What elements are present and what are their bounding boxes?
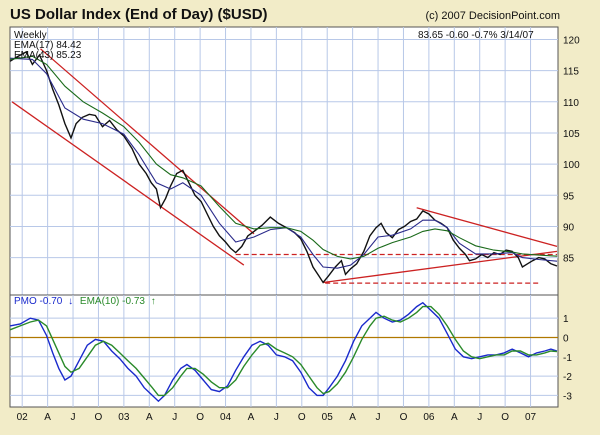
pmo-ema-line xyxy=(9,305,558,397)
x-tick-label: A xyxy=(44,412,51,423)
x-tick-label: A xyxy=(451,412,458,423)
x-tick-label: J xyxy=(477,412,482,423)
price-readout: 83.65 -0.60 -0.7% 3/14/07 xyxy=(418,30,534,41)
x-tick-label: O xyxy=(501,412,509,423)
x-tick-label: A xyxy=(146,412,153,423)
pmo-y-axis: -3 -2 -1 0 1 xyxy=(563,314,572,402)
x-tick-label: 04 xyxy=(220,412,232,423)
pmo-y-tick-label: 0 xyxy=(563,333,569,344)
pmo-down-arrow-icon: ↓ xyxy=(68,296,73,307)
pmo-y-tick-label: -3 xyxy=(563,391,572,402)
x-tick-label: 06 xyxy=(423,412,435,423)
price-y-tick-label: 110 xyxy=(563,98,579,109)
x-tick-label: O xyxy=(196,412,204,423)
price-y-axis: 85 90 95 100 105 110 115 120 xyxy=(563,35,580,264)
trend-channel-line xyxy=(416,207,558,248)
x-tick-label: A xyxy=(349,412,356,423)
pmo-ema-legend-label: EMA(10) -0.73 xyxy=(80,296,145,307)
price-panel xyxy=(9,26,559,296)
price-series xyxy=(9,48,558,284)
price-y-tick-label: 90 xyxy=(563,222,575,233)
price-y-tick-label: 105 xyxy=(563,129,580,140)
x-tick-label: J xyxy=(376,412,381,423)
price-y-tick-label: 115 xyxy=(563,67,579,78)
pmo-y-tick-label: 1 xyxy=(563,314,569,325)
x-tick-label: O xyxy=(95,412,103,423)
x-tick-label: 05 xyxy=(322,412,334,423)
trend-channel-line xyxy=(11,101,245,266)
x-tick-label: O xyxy=(298,412,306,423)
x-tick-label: J xyxy=(172,412,177,423)
pmo-series xyxy=(9,301,558,403)
pmo-y-tick-label: -2 xyxy=(563,372,572,383)
price-y-tick-label: 85 xyxy=(563,254,575,265)
x-tick-label: 07 xyxy=(525,412,537,423)
x-tick-label: J xyxy=(274,412,279,423)
x-tick-label: O xyxy=(400,412,408,423)
x-tick-label: J xyxy=(71,412,76,423)
legend-ema17: EMA(17) 84.42 xyxy=(14,40,82,51)
pmo-panel xyxy=(9,294,559,408)
period-label: Weekly xyxy=(14,30,47,41)
x-tick-label: 03 xyxy=(118,412,130,423)
trend-channel-line xyxy=(40,48,255,235)
pmo-legend: PMO -0.70 ↓ EMA(10) -0.73 ↑ xyxy=(14,296,156,307)
pmo-legend-label: PMO -0.70 xyxy=(14,296,63,307)
price-y-tick-label: 95 xyxy=(563,191,575,202)
x-tick-label: A xyxy=(248,412,255,423)
copyright-text: (c) 2007 DecisionPoint.com xyxy=(425,10,560,22)
price-line xyxy=(9,50,558,284)
ema43-line xyxy=(9,55,558,260)
price-y-tick-label: 100 xyxy=(563,160,580,171)
x-axis: 02 A J O 03 A J O 04 A J O 05 A J O 06 A J O 07 xyxy=(17,412,537,423)
x-tick-label: 02 xyxy=(17,412,29,423)
pmo-y-tick-label: -1 xyxy=(563,353,572,364)
pmo-ema-up-arrow-icon: ↑ xyxy=(151,296,156,307)
chart-title: US Dollar Index (End of Day) ($USD) xyxy=(10,6,268,23)
ema17-line xyxy=(9,57,558,269)
price-y-tick-label: 120 xyxy=(563,35,580,46)
pmo-line xyxy=(9,301,558,403)
legend-ema43: EMA(43) 85.23 xyxy=(14,50,82,61)
